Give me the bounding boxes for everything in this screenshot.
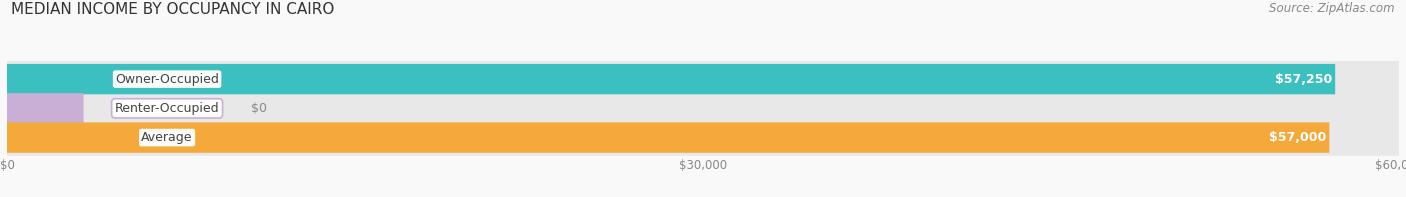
Text: $0: $0: [250, 102, 267, 115]
FancyBboxPatch shape: [7, 93, 83, 124]
FancyBboxPatch shape: [7, 61, 1399, 97]
FancyBboxPatch shape: [7, 119, 1399, 156]
Text: $57,000: $57,000: [1270, 131, 1327, 144]
FancyBboxPatch shape: [7, 90, 1399, 126]
Text: Average: Average: [142, 131, 193, 144]
Text: Source: ZipAtlas.com: Source: ZipAtlas.com: [1270, 2, 1395, 15]
FancyBboxPatch shape: [7, 64, 1336, 94]
FancyBboxPatch shape: [7, 122, 1330, 153]
Text: MEDIAN INCOME BY OCCUPANCY IN CAIRO: MEDIAN INCOME BY OCCUPANCY IN CAIRO: [11, 2, 335, 17]
Text: Owner-Occupied: Owner-Occupied: [115, 73, 219, 86]
Text: Renter-Occupied: Renter-Occupied: [115, 102, 219, 115]
Text: $57,250: $57,250: [1275, 73, 1333, 86]
